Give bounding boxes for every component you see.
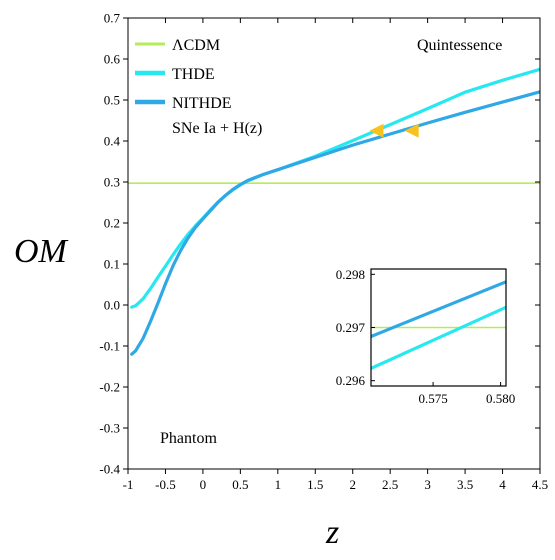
annotation-quintessence: Quintessence bbox=[417, 37, 502, 54]
legend: ΛCDM THDE NITHDE SNe Ia + H(z) bbox=[135, 37, 262, 137]
x-tick-label: 2 bbox=[349, 477, 356, 492]
y-tick-label: -0.1 bbox=[99, 339, 120, 354]
main-series-layer bbox=[128, 67, 540, 356]
x-tick-label: 0 bbox=[200, 477, 207, 492]
inset-axes: 0.575 0.580 0.296 0.297 0.298 bbox=[336, 267, 515, 406]
y-tick-label: 0.1 bbox=[104, 257, 120, 272]
y-tick-label: 0.0 bbox=[104, 298, 120, 313]
plot-frame bbox=[127, 17, 541, 470]
x-tick-label: 4 bbox=[499, 477, 506, 492]
y-tick-label: 0.5 bbox=[104, 93, 120, 108]
inset-y-tick-label: 0.296 bbox=[336, 373, 366, 388]
y-tick-label: 0.4 bbox=[104, 134, 121, 149]
x-tick-label: 3.5 bbox=[457, 477, 473, 492]
y-tick-label: 0.3 bbox=[104, 175, 120, 190]
x-axis-title: z bbox=[325, 514, 339, 551]
x-tick-label: 0.5 bbox=[232, 477, 248, 492]
y-tick-label: 0.6 bbox=[104, 52, 121, 67]
inset-x-tick-label: 0.580 bbox=[486, 391, 515, 406]
x-tick-label: 1 bbox=[275, 477, 282, 492]
inset-x-tick-label: 0.575 bbox=[418, 391, 447, 406]
y-tick-label: 0.2 bbox=[104, 216, 120, 231]
x-tick-label: 1.5 bbox=[307, 477, 323, 492]
inset-series-layer bbox=[371, 280, 506, 370]
inset-series-line-nithde bbox=[371, 280, 506, 338]
direction-arrow-marker bbox=[404, 123, 419, 138]
y-tick-label: 0.7 bbox=[104, 11, 121, 26]
inset-series-line-thde bbox=[371, 305, 506, 370]
legend-label-thde: THDE bbox=[172, 66, 215, 83]
y-tick-label: -0.3 bbox=[99, 421, 120, 436]
legend-note: SNe Ia + H(z) bbox=[172, 120, 262, 137]
x-tick-label: 3 bbox=[424, 477, 431, 492]
legend-label-nithde: NITHDE bbox=[172, 95, 232, 112]
inset-y-tick-label: 0.297 bbox=[336, 320, 366, 335]
series-line-nithde bbox=[130, 90, 540, 356]
y-tick-label: -0.4 bbox=[99, 462, 120, 477]
x-tick-label: 4.5 bbox=[532, 477, 548, 492]
inset-y-tick-label: 0.298 bbox=[336, 267, 365, 282]
y-tick-label: -0.2 bbox=[99, 380, 120, 395]
annotation-phantom: Phantom bbox=[160, 430, 217, 447]
direction-arrow-marker bbox=[369, 123, 384, 138]
x-tick-label: -0.5 bbox=[155, 477, 176, 492]
main-axes: -1 -0.5 0 0.5 1 1.5 2 2.5 3 3.5 4 4.5 -0.4 -0.3 -0.2 -0… bbox=[99, 11, 548, 493]
y-axis-title: OM bbox=[14, 233, 69, 270]
legend-label-lcdm: ΛCDM bbox=[172, 37, 220, 54]
x-tick-label: -1 bbox=[123, 477, 134, 492]
x-tick-label: 2.5 bbox=[382, 477, 398, 492]
